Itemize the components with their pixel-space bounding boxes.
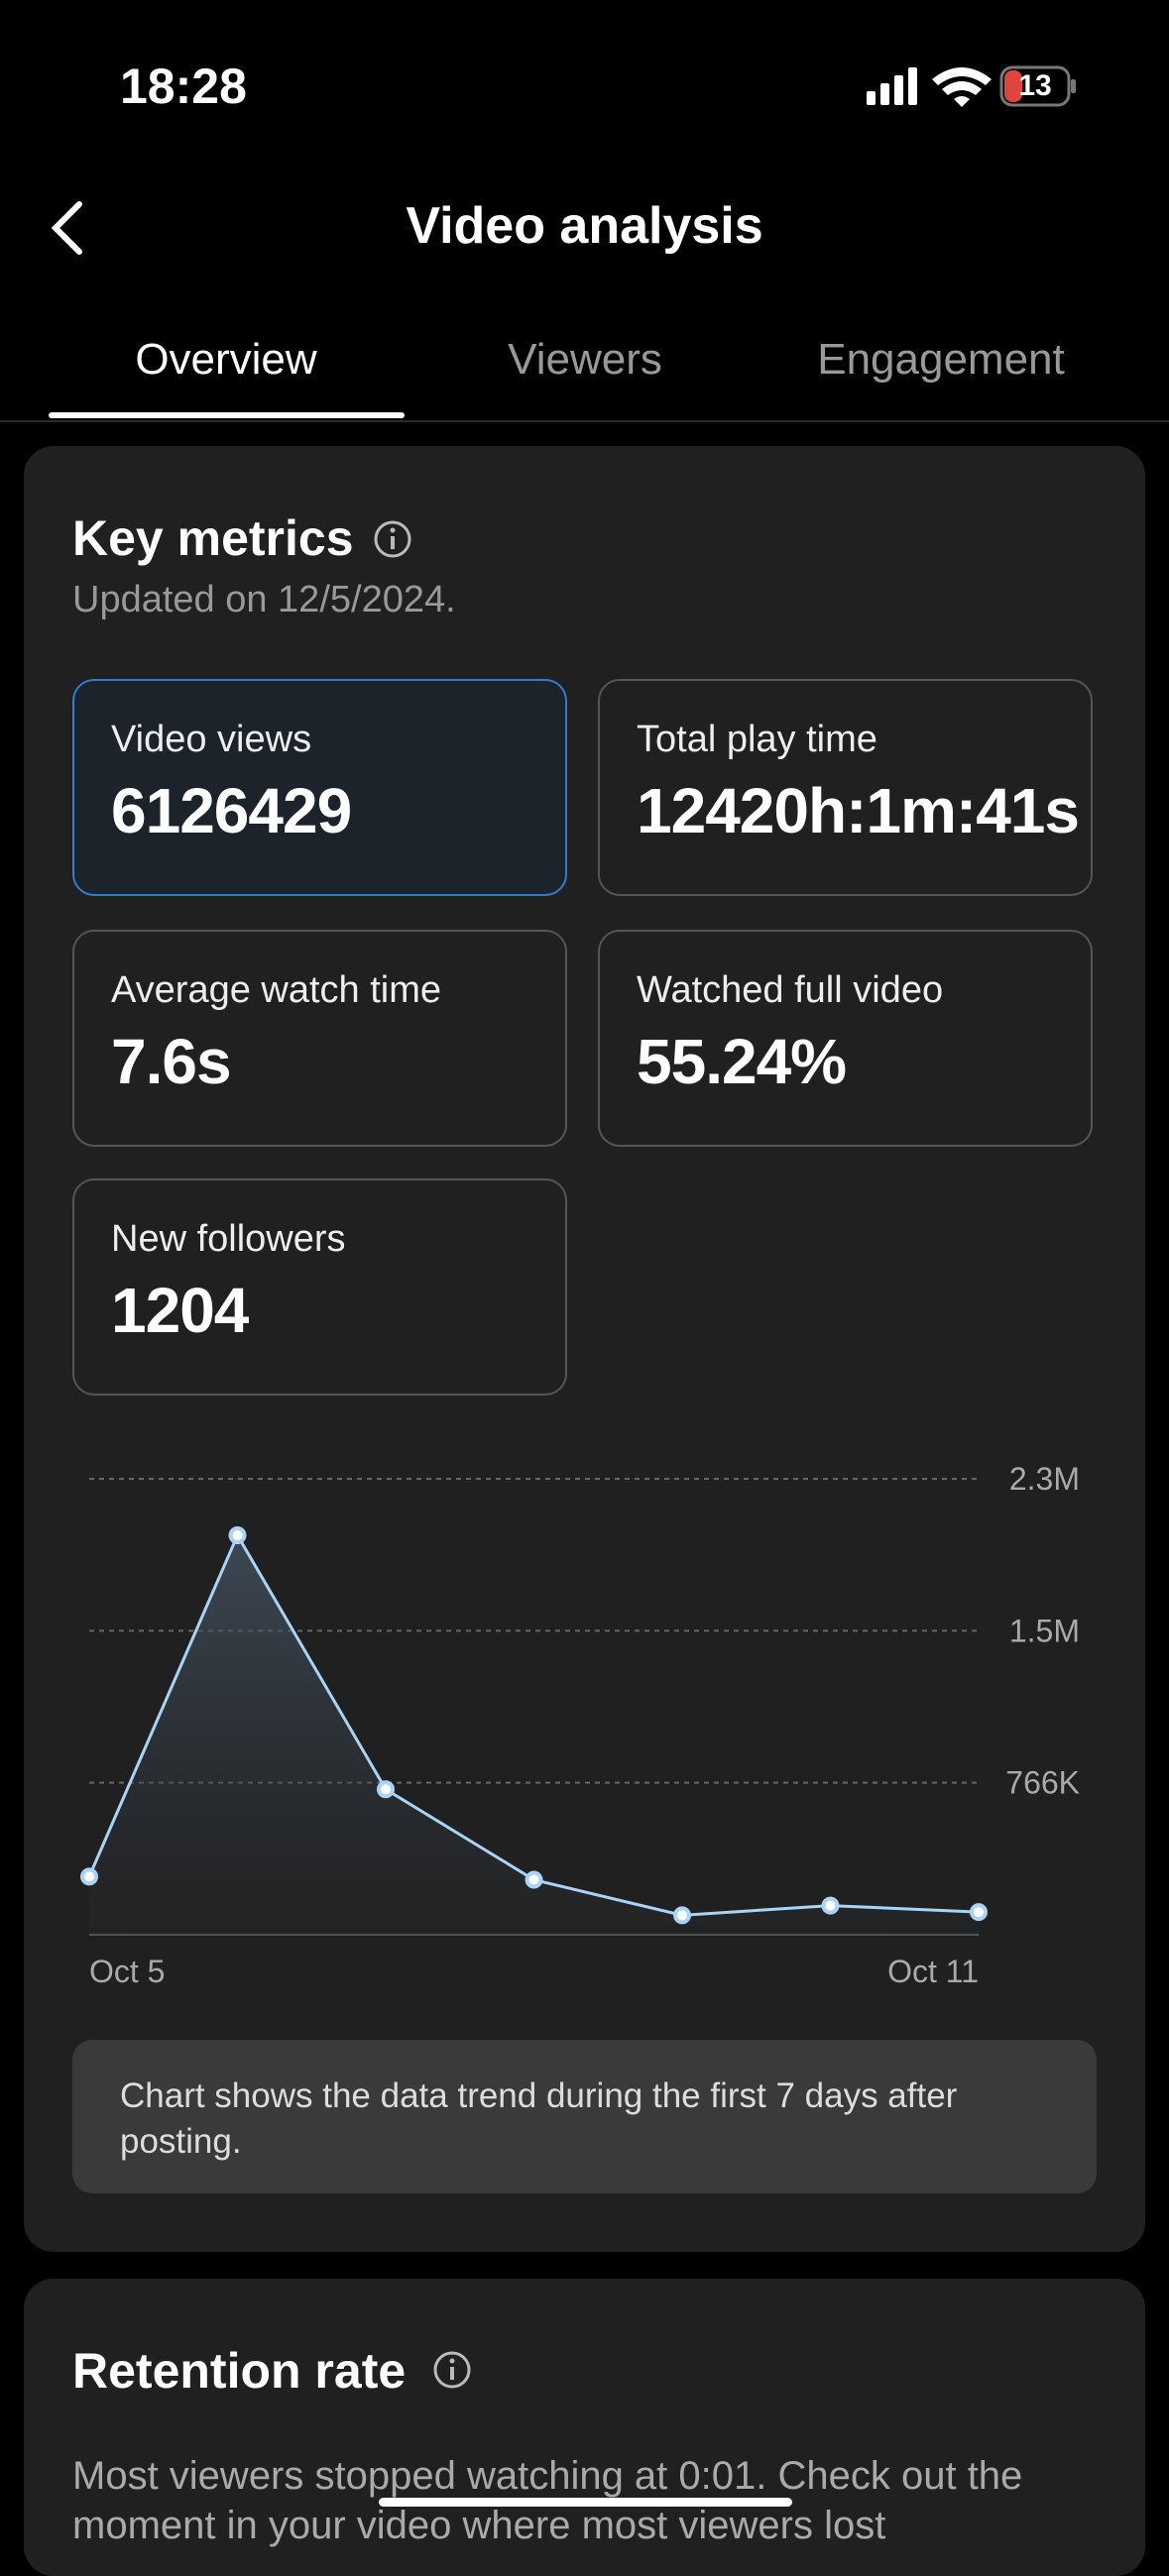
y-tick-label: 1.5M bbox=[1009, 1613, 1080, 1648]
metric-label: Video views bbox=[111, 719, 312, 760]
area bbox=[89, 1535, 979, 1935]
chart-note: Chart shows the data trend during the fi… bbox=[120, 2076, 958, 2161]
point bbox=[80, 1867, 98, 1886]
home-indicator bbox=[379, 2498, 792, 2507]
y-tick-label: 2.3M bbox=[1009, 1461, 1080, 1497]
divider bbox=[0, 420, 1169, 422]
metric-value: 1204 bbox=[111, 1275, 249, 1346]
tab[interactable]: Engagement bbox=[817, 335, 1065, 384]
point bbox=[821, 1896, 840, 1915]
metric-label: Average watch time bbox=[111, 969, 442, 1011]
point bbox=[228, 1526, 247, 1545]
tab[interactable]: Overview bbox=[135, 335, 317, 384]
metric-card[interactable]: New followers 1204 bbox=[72, 1178, 567, 1396]
point bbox=[673, 1906, 691, 1925]
point bbox=[377, 1780, 395, 1799]
info-icon[interactable] bbox=[371, 517, 414, 561]
status-icons: 13 bbox=[867, 65, 1076, 107]
metric-card[interactable]: Video views 6126429 bbox=[72, 679, 567, 896]
back-button[interactable] bbox=[44, 198, 93, 258]
metric-value: 55.24% bbox=[637, 1026, 847, 1097]
tab-indicator bbox=[49, 412, 405, 418]
status-time: 18:28 bbox=[120, 58, 247, 114]
section-title: Retention rate bbox=[72, 2343, 407, 2399]
metric-value: 6126429 bbox=[111, 775, 352, 846]
metric-card[interactable]: Watched full video 55.24% bbox=[598, 930, 1093, 1147]
x-tick-label: Oct 5 bbox=[89, 1954, 165, 1989]
info-icon[interactable] bbox=[430, 2348, 474, 2392]
point bbox=[525, 1870, 543, 1889]
metric-card[interactable]: Total play time 12420h:1m:41s bbox=[598, 679, 1093, 896]
chart-note-box: Chart shows the data trend during the fi… bbox=[72, 2040, 1097, 2193]
battery-level: 13 bbox=[1018, 69, 1051, 102]
tab[interactable]: Viewers bbox=[508, 335, 662, 384]
metric-card[interactable]: Average watch time 7.6s bbox=[72, 930, 567, 1147]
key-metrics-card: Key metrics Updated on 12/5/2024. Video … bbox=[24, 446, 1145, 2252]
updated-text: Updated on 12/5/2024. bbox=[72, 579, 456, 620]
page-title: Video analysis bbox=[406, 197, 763, 255]
point bbox=[970, 1903, 988, 1922]
metric-label: New followers bbox=[111, 1218, 346, 1260]
metric-label: Watched full video bbox=[637, 969, 944, 1011]
chart: 766K 1.5M 2.3M Oct 5 Oct 11 bbox=[80, 1461, 1080, 1989]
metric-value: 12420h:1m:41s bbox=[637, 775, 1080, 846]
y-tick-label: 766K bbox=[1005, 1765, 1080, 1801]
metric-label: Total play time bbox=[637, 719, 877, 760]
metric-value: 7.6s bbox=[111, 1026, 232, 1097]
section-title: Key metrics bbox=[72, 510, 354, 566]
x-tick-label: Oct 11 bbox=[887, 1954, 979, 1989]
retention-card: Retention rate Most viewers stopped watc… bbox=[24, 2279, 1145, 2576]
